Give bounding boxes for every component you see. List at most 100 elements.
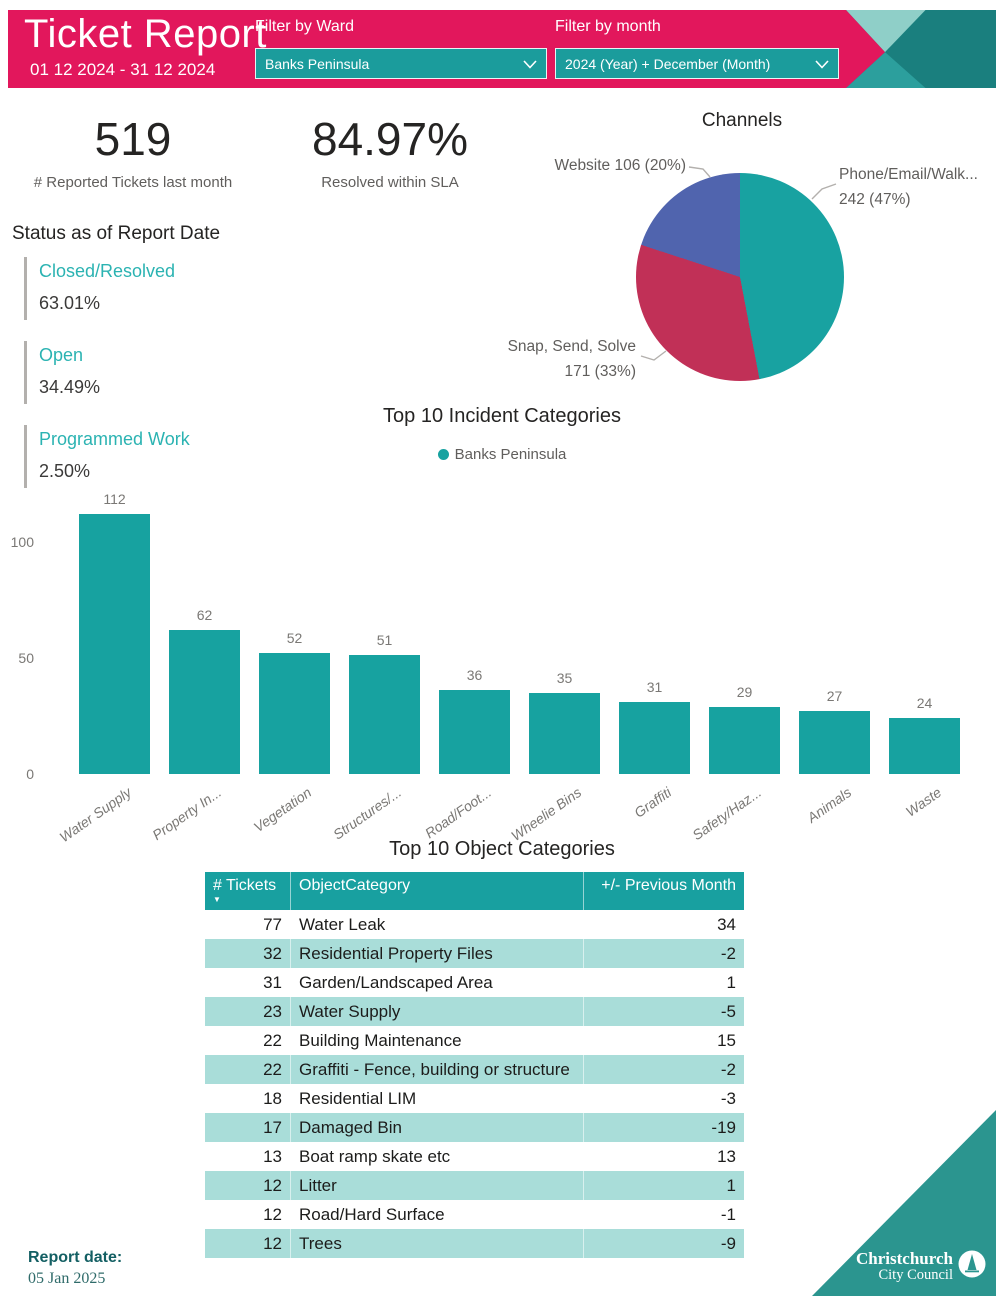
council-crest-icon bbox=[958, 1250, 986, 1283]
status-heading: Status as of Report Date bbox=[12, 223, 221, 244]
bar-Road/Foot...[interactable] bbox=[439, 690, 510, 774]
month-dropdown[interactable]: 2024 (Year) + December (Month) bbox=[555, 48, 839, 79]
footer-corner-triangle: Christchurch City Council bbox=[812, 1110, 996, 1296]
kpi-tickets-caption: # Reported Tickets last month bbox=[33, 174, 233, 191]
table-cell: 77 bbox=[263, 915, 282, 934]
table-body: 77 Water Leak 34 32 Residential Property Fil… bbox=[205, 910, 744, 1258]
y-axis-tick: 0 bbox=[26, 766, 34, 782]
legend-label: Banks Peninsula bbox=[454, 446, 567, 463]
table-row[interactable]: 77 Water Leak 34 bbox=[205, 910, 744, 939]
bar-Graffiti[interactable] bbox=[619, 702, 690, 774]
bar-Structures/...[interactable] bbox=[349, 655, 420, 774]
status-open-value: 34.49% bbox=[39, 377, 101, 397]
status-closed-value: 63.01% bbox=[39, 293, 101, 313]
bar-chart-title: Top 10 Incident Categories bbox=[383, 405, 621, 427]
table-cell: 15 bbox=[583, 1026, 744, 1055]
table-row[interactable]: 17 Damaged Bin -19 bbox=[205, 1113, 744, 1142]
table-cell: 32 bbox=[263, 944, 282, 963]
table-cell: 18 bbox=[263, 1089, 282, 1108]
table-row[interactable]: 22 Graffiti - Fence, building or structur… bbox=[205, 1055, 744, 1084]
bar-value-label: 62 bbox=[196, 607, 213, 623]
table-row[interactable]: 12 Trees -9 bbox=[205, 1229, 744, 1258]
table-cell: 34 bbox=[583, 910, 744, 939]
table-cell: Building Maintenance bbox=[290, 1026, 583, 1055]
bar-Animals[interactable] bbox=[799, 711, 870, 774]
channels-pie[interactable] bbox=[636, 173, 844, 381]
table-cell: 22 bbox=[263, 1060, 282, 1079]
table-cell: Boat ramp skate etc bbox=[290, 1142, 583, 1171]
status-programmed-value: 2.50% bbox=[39, 461, 91, 481]
table-row[interactable]: 32 Residential Property Files -2 bbox=[205, 939, 744, 968]
table-row[interactable]: 23 Water Supply -5 bbox=[205, 997, 744, 1026]
table-cell: 22 bbox=[263, 1031, 282, 1050]
table-cell: -1 bbox=[583, 1200, 744, 1229]
table-title: Top 10 Object Categories bbox=[389, 838, 615, 860]
bar-chart-legend[interactable]: Banks Peninsula bbox=[0, 446, 1004, 463]
table-cell: Litter bbox=[290, 1171, 583, 1200]
table-cell: 13 bbox=[583, 1142, 744, 1171]
column-header-tickets[interactable]: # Tickets ▼ bbox=[205, 872, 290, 910]
table-cell: -3 bbox=[583, 1084, 744, 1113]
table-row[interactable]: 12 Litter 1 bbox=[205, 1171, 744, 1200]
status-item-closed: Closed/Resolved 63.01% bbox=[24, 257, 175, 320]
column-header-previous-month[interactable]: +/- Previous Month bbox=[583, 872, 744, 910]
kpi-sla: 84.97% Resolved within SLA bbox=[285, 112, 495, 191]
table-cell: Trees bbox=[290, 1229, 583, 1258]
channels-chart-title: Channels bbox=[701, 110, 783, 131]
channels-chart-panel: Channels Website 106 (20%) Phone/Email/W… bbox=[480, 100, 1004, 402]
table-cell: -9 bbox=[583, 1229, 744, 1258]
column-header-objectcategory[interactable]: ObjectCategory bbox=[290, 872, 583, 910]
table-cell: Garden/Landscaped Area bbox=[290, 968, 583, 997]
pie-label-website: Website 106 (20%) bbox=[554, 157, 686, 174]
bar-Wheelie Bins[interactable] bbox=[529, 693, 600, 774]
table-cell: Road/Hard Surface bbox=[290, 1200, 583, 1229]
bar-Vegetation[interactable] bbox=[259, 653, 330, 774]
table-cell: 1 bbox=[583, 968, 744, 997]
table-row[interactable]: 18 Residential LIM -3 bbox=[205, 1084, 744, 1113]
sort-descending-icon: ▼ bbox=[213, 895, 221, 904]
table-row[interactable]: 31 Garden/Landscaped Area 1 bbox=[205, 968, 744, 997]
bar-Property In...[interactable] bbox=[169, 630, 240, 774]
bar-value-label: 112 bbox=[103, 491, 126, 507]
bar-value-label: 27 bbox=[826, 688, 843, 704]
table-cell: -2 bbox=[583, 939, 744, 968]
filter-month: Filter by month 2024 (Year) + December (… bbox=[555, 18, 839, 79]
bar-value-label: 51 bbox=[376, 632, 393, 648]
status-closed-label: Closed/Resolved bbox=[39, 261, 176, 281]
y-axis-tick: 50 bbox=[18, 649, 34, 666]
filter-ward-label: Filter by Ward bbox=[255, 18, 354, 35]
table-cell: 13 bbox=[263, 1147, 282, 1166]
table-row[interactable]: 12 Road/Hard Surface -1 bbox=[205, 1200, 744, 1229]
month-dropdown-value: 2024 (Year) + December (Month) bbox=[565, 55, 771, 72]
table-cell: Damaged Bin bbox=[290, 1113, 583, 1142]
bar-Safety/Haz...[interactable] bbox=[709, 707, 780, 774]
bar-Water Supply[interactable] bbox=[79, 514, 150, 774]
logo-text: Christchurch City Council bbox=[856, 1249, 953, 1283]
incident-categories-chart-panel: Top 10 Incident Categories Banks Peninsu… bbox=[0, 400, 1004, 860]
pie-label-phone: Phone/Email/Walk... 242 (47%) bbox=[839, 166, 978, 208]
table-cell: -19 bbox=[583, 1113, 744, 1142]
y-axis-tick: 100 bbox=[10, 533, 34, 550]
table-row[interactable]: 22 Building Maintenance 15 bbox=[205, 1026, 744, 1055]
status-item-programmed: Programmed Work 2.50% bbox=[24, 425, 190, 488]
table-cell: 12 bbox=[263, 1176, 282, 1195]
ward-dropdown-value: Banks Peninsula bbox=[265, 55, 370, 72]
chevron-down-icon bbox=[815, 56, 829, 72]
table-cell: Residential Property Files bbox=[290, 939, 583, 968]
kpi-sla-value: 84.97% bbox=[311, 113, 468, 165]
report-date-block: Report date: 05 Jan 2025 bbox=[28, 1249, 122, 1288]
page-title: Ticket Report bbox=[24, 12, 267, 56]
bar-value-label: 29 bbox=[736, 684, 753, 700]
chevron-down-icon bbox=[523, 56, 537, 72]
table-cell: 1 bbox=[583, 1171, 744, 1200]
header-corner-decoration bbox=[846, 10, 996, 88]
bar-Waste[interactable] bbox=[889, 718, 960, 774]
ward-dropdown[interactable]: Banks Peninsula bbox=[255, 48, 547, 79]
header-band: Ticket Report 01 12 2024 - 31 12 2024 Fi… bbox=[8, 10, 996, 88]
pie-label-snap-send-solve: Snap, Send, Solve 171 (33%) bbox=[507, 338, 636, 380]
bar-value-label: 36 bbox=[466, 667, 483, 683]
report-date-label: Report date: bbox=[28, 1249, 123, 1266]
table-cell: 12 bbox=[263, 1205, 282, 1224]
table-row[interactable]: 13 Boat ramp skate etc 13 bbox=[205, 1142, 744, 1171]
table-cell: Water Leak bbox=[290, 910, 583, 939]
